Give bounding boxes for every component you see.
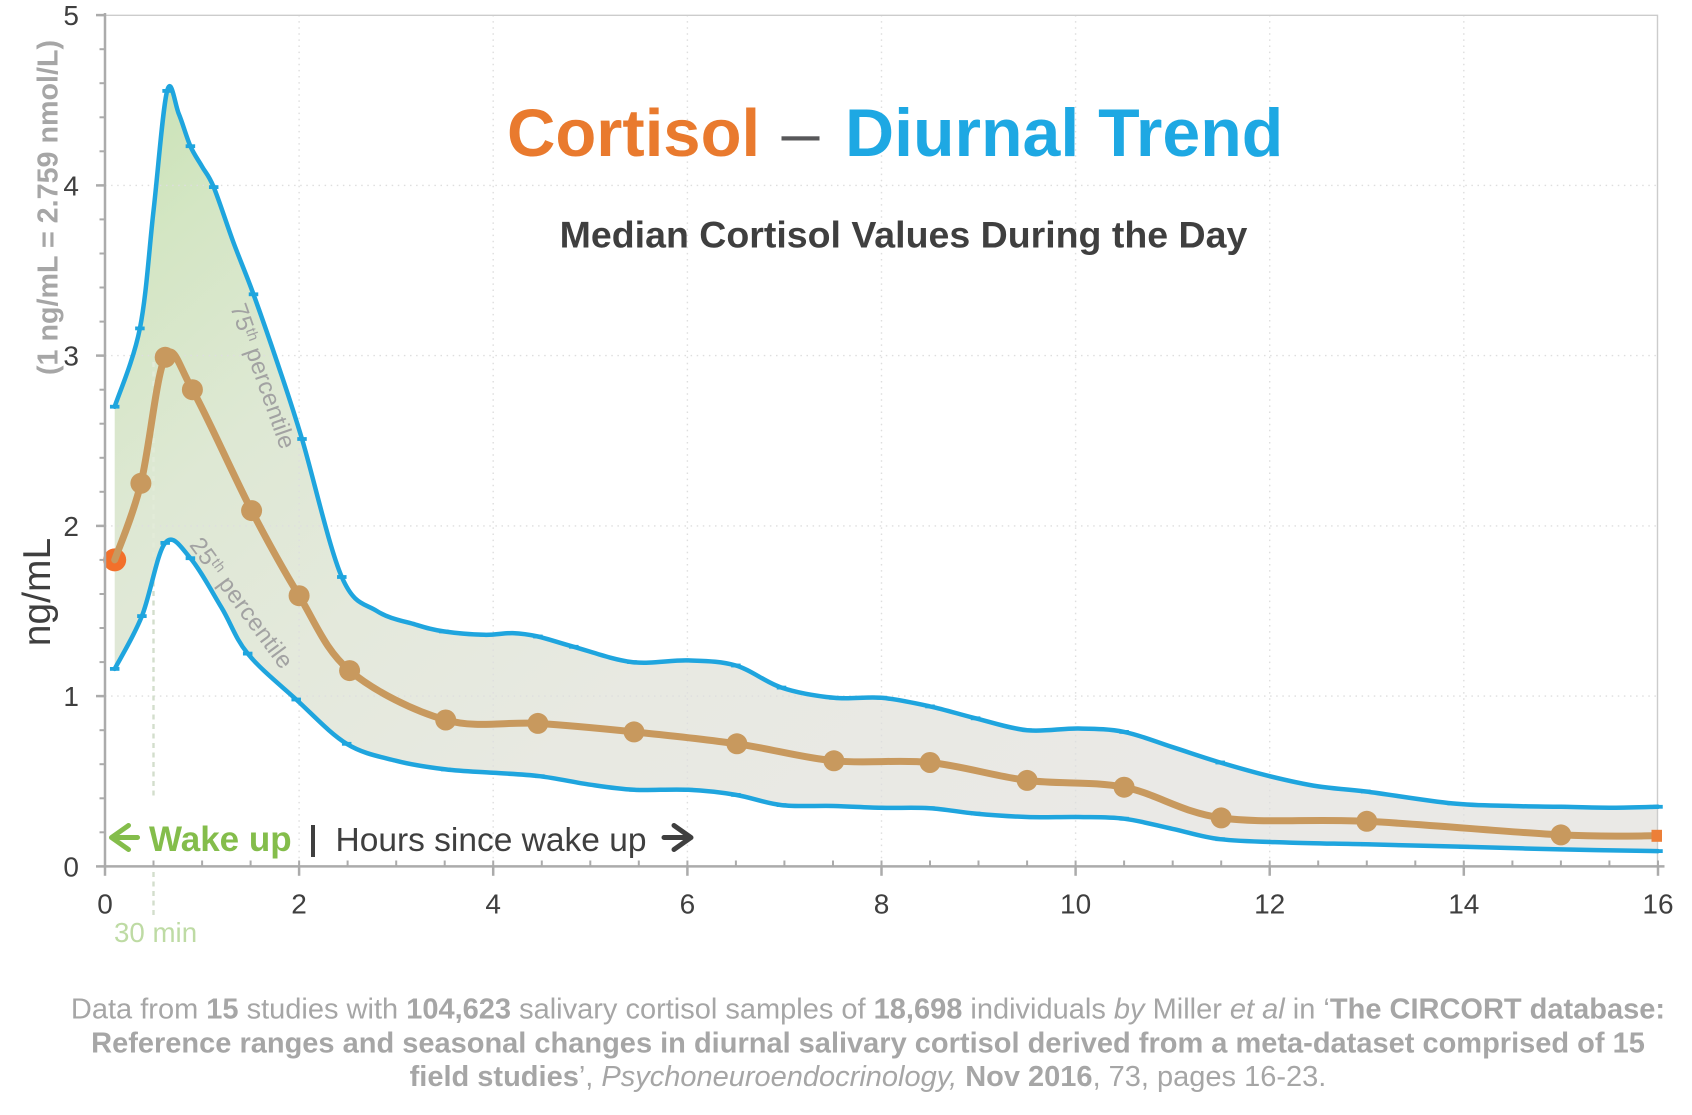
svg-text:14: 14	[1448, 889, 1479, 920]
svg-text:Reference ranges and seasonal: Reference ranges and seasonal changes in…	[91, 1027, 1645, 1059]
svg-text:4: 4	[63, 170, 79, 201]
svg-text:(1 ng/mL = 2.759 nmol/L): (1 ng/mL = 2.759 nmol/L)	[33, 40, 65, 375]
svg-text:12: 12	[1254, 889, 1285, 920]
svg-text:Median Cortisol Values During: Median Cortisol Values During the Day	[560, 214, 1248, 256]
svg-text:4: 4	[485, 889, 501, 920]
svg-text:8: 8	[874, 889, 890, 920]
svg-text:1: 1	[63, 681, 79, 712]
svg-text:2: 2	[291, 889, 307, 920]
svg-text:0: 0	[97, 889, 113, 920]
svg-text:6: 6	[680, 889, 696, 920]
svg-text:Hours since wake up: Hours since wake up	[336, 822, 647, 859]
svg-text:Wake up: Wake up	[149, 820, 292, 859]
svg-text:0: 0	[63, 851, 79, 882]
svg-text:5: 5	[63, 0, 79, 31]
svg-text:2: 2	[63, 511, 79, 542]
svg-text:field studies’, Psychoneuroend: field studies’, Psychoneuroendocrinology…	[410, 1061, 1327, 1093]
svg-text:30 min: 30 min	[114, 917, 197, 948]
svg-text:Cortisol: Cortisol	[507, 96, 760, 171]
svg-text:16: 16	[1642, 889, 1673, 920]
svg-text:Data from 15 studies with 104,: Data from 15 studies with 104,623 saliva…	[71, 994, 1665, 1026]
svg-text:10: 10	[1060, 889, 1091, 920]
svg-text:ng/mL: ng/mL	[16, 538, 59, 646]
svg-text:Diurnal Trend: Diurnal Trend	[845, 95, 1283, 171]
svg-text:3: 3	[63, 341, 79, 372]
